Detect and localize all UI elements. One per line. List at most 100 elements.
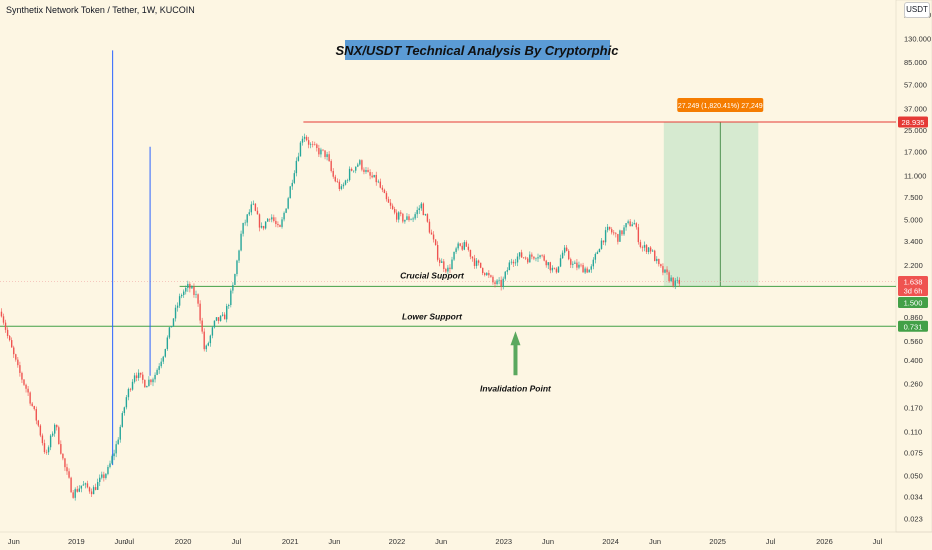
candle-body bbox=[29, 392, 31, 404]
axis-ticks-layer: 200.000130.00085.00057.00037.00025.00017… bbox=[8, 11, 931, 546]
candle-body bbox=[266, 218, 269, 222]
candle-body bbox=[299, 142, 302, 157]
candle-body bbox=[211, 327, 214, 336]
candle-body bbox=[502, 278, 504, 287]
y-tick-label: 2.200 bbox=[904, 261, 923, 270]
candle-body bbox=[287, 198, 289, 209]
candle-body bbox=[37, 420, 40, 426]
candle-body bbox=[49, 435, 52, 448]
candle-body bbox=[244, 222, 246, 224]
candle-body bbox=[355, 166, 357, 171]
candle-body bbox=[492, 276, 494, 283]
candle-body bbox=[346, 180, 349, 181]
candle-body bbox=[223, 314, 226, 320]
y-tick-label: 11.000 bbox=[904, 172, 926, 181]
candle-body bbox=[393, 209, 396, 213]
candle-body bbox=[606, 226, 609, 231]
candle-body bbox=[74, 489, 76, 498]
x-tick-label: Jun bbox=[114, 537, 126, 546]
candle-body bbox=[654, 250, 656, 262]
candle-body bbox=[137, 372, 140, 378]
candle-body bbox=[54, 424, 56, 434]
candle-body bbox=[568, 250, 570, 260]
invalidation-arrow bbox=[510, 331, 521, 376]
candle-body bbox=[484, 273, 486, 276]
candle-body bbox=[617, 234, 619, 242]
candle-body bbox=[191, 286, 193, 289]
y-tick-label: 0.050 bbox=[904, 471, 923, 480]
candle-body bbox=[289, 186, 291, 199]
candle-body bbox=[539, 255, 541, 258]
candle-body bbox=[664, 269, 666, 273]
candle-body bbox=[123, 407, 126, 414]
candle-body bbox=[336, 181, 339, 182]
candle-body bbox=[31, 403, 33, 406]
candle-body bbox=[164, 349, 166, 357]
candle-body bbox=[195, 294, 197, 295]
candle-body bbox=[594, 253, 597, 260]
x-tick-label: 2020 bbox=[175, 537, 192, 546]
y-tick-label: 25.000 bbox=[904, 126, 927, 135]
currency-unit-button[interactable]: USDT bbox=[904, 2, 930, 18]
candle-body bbox=[312, 144, 314, 145]
candle-body bbox=[635, 223, 638, 228]
candle-body bbox=[412, 218, 414, 220]
candle-body bbox=[94, 487, 97, 490]
candle-body bbox=[131, 381, 134, 390]
candle-body bbox=[25, 384, 27, 389]
candle-body bbox=[537, 257, 539, 259]
candle-body bbox=[434, 239, 437, 245]
candle-body bbox=[303, 136, 306, 139]
candle-body bbox=[625, 223, 627, 228]
y-tick-label: 0.023 bbox=[904, 514, 923, 523]
candle-body bbox=[371, 175, 373, 178]
candle-body bbox=[309, 144, 312, 145]
candle-body bbox=[410, 219, 412, 221]
x-tick-label: Jul bbox=[232, 537, 242, 546]
candle-body bbox=[379, 181, 382, 188]
candle-body bbox=[463, 242, 465, 250]
candle-body bbox=[228, 305, 230, 307]
candle-body bbox=[402, 213, 404, 222]
candle-body bbox=[43, 443, 46, 453]
candle-body bbox=[264, 221, 267, 229]
candle-body bbox=[170, 326, 173, 328]
candle-body bbox=[90, 491, 93, 495]
measure-badge-text: 27.249 (1,820.41%) 27,249 bbox=[678, 103, 763, 110]
candle-body bbox=[174, 307, 177, 319]
candle-body bbox=[547, 262, 549, 266]
candle-body bbox=[471, 256, 474, 259]
invalidation-point-label: Invalidation Point bbox=[480, 383, 552, 393]
candle-body bbox=[565, 247, 568, 251]
y-tick-label: 3.400 bbox=[904, 237, 923, 246]
candle-body bbox=[4, 322, 7, 330]
candle-body bbox=[506, 270, 508, 272]
candle-body bbox=[307, 140, 310, 145]
candle-body bbox=[416, 210, 418, 215]
target-zone bbox=[663, 121, 759, 287]
current-price-label-text: 1.638 bbox=[904, 277, 923, 286]
candle-body bbox=[189, 283, 191, 289]
y-axis-panel[interactable] bbox=[895, 0, 932, 533]
symbol-title[interactable]: Synthetix Network Token / Tether, 1W, KU… bbox=[6, 5, 195, 15]
candle-body bbox=[588, 269, 590, 273]
candle-body bbox=[373, 174, 375, 178]
candle-body bbox=[557, 266, 560, 273]
candle-body bbox=[428, 221, 431, 233]
candle-body bbox=[590, 266, 592, 270]
candle-body bbox=[486, 273, 488, 276]
candle-body bbox=[242, 222, 244, 234]
candle-body bbox=[203, 331, 205, 350]
measure-badge-box bbox=[677, 97, 764, 112]
candle-body bbox=[121, 413, 123, 427]
candle-body bbox=[531, 254, 533, 257]
candle-body bbox=[451, 259, 453, 269]
candle-body bbox=[246, 214, 248, 223]
candle-body bbox=[207, 343, 209, 346]
candle-body bbox=[13, 347, 15, 355]
candle-body bbox=[660, 264, 662, 267]
candle-body bbox=[21, 372, 23, 380]
candle-body bbox=[367, 170, 369, 173]
candle-body bbox=[479, 262, 482, 268]
